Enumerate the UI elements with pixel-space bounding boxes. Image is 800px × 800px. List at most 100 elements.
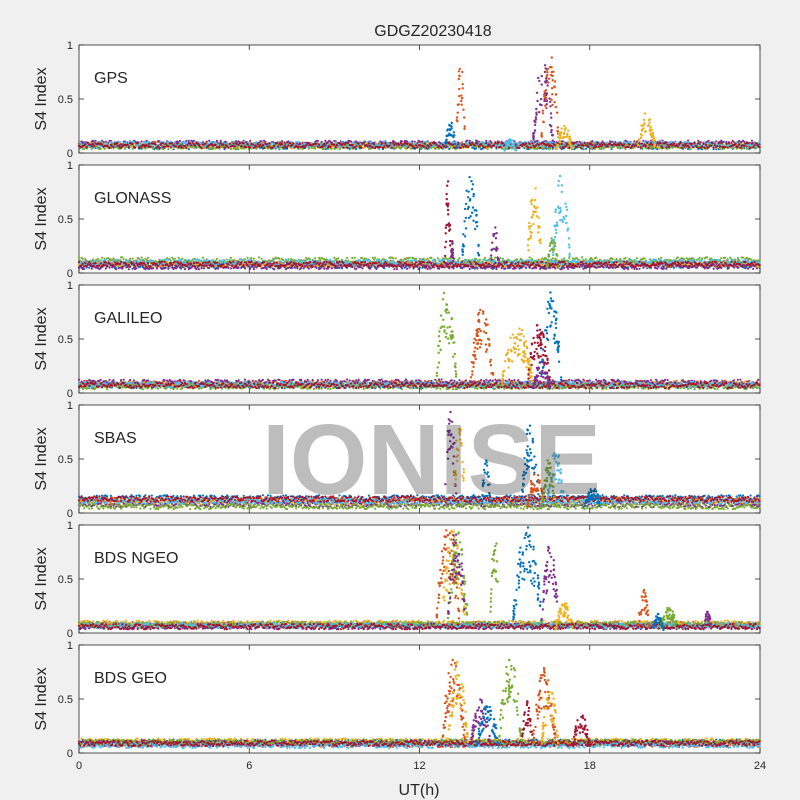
data-point — [249, 146, 252, 149]
data-point — [758, 140, 761, 143]
data-point — [259, 143, 262, 146]
data-point — [690, 142, 694, 146]
data-point — [665, 146, 668, 149]
data-point — [541, 109, 544, 112]
data-point — [725, 142, 728, 145]
data-point — [501, 147, 504, 150]
data-point — [527, 146, 530, 149]
data-point — [409, 141, 413, 144]
data-point — [547, 81, 550, 84]
data-point — [185, 139, 188, 142]
data-point — [687, 144, 690, 147]
data-point — [750, 142, 754, 145]
data-point — [623, 143, 626, 146]
data-point — [404, 147, 407, 150]
data-point — [97, 144, 100, 148]
data-point — [518, 146, 521, 149]
data-point — [355, 147, 358, 151]
data-point — [755, 142, 759, 146]
data-point — [554, 93, 558, 96]
scatter-points — [77, 56, 761, 152]
data-point — [251, 143, 254, 146]
data-point — [509, 141, 512, 144]
data-point — [604, 143, 607, 146]
data-point — [649, 142, 653, 145]
data-point — [569, 143, 572, 146]
data-point — [475, 147, 478, 150]
data-point — [362, 141, 365, 144]
data-point — [556, 143, 559, 146]
data-point — [550, 131, 553, 134]
data-point — [606, 145, 609, 148]
data-point — [315, 142, 318, 145]
data-point — [569, 140, 572, 143]
data-point — [454, 146, 458, 149]
data-point — [653, 137, 656, 141]
data-point — [684, 140, 687, 143]
data-point — [226, 141, 229, 144]
data-point — [171, 141, 174, 145]
data-point — [379, 145, 382, 149]
data-point — [496, 142, 499, 145]
data-point — [255, 145, 258, 148]
data-point — [452, 143, 455, 146]
data-point — [277, 145, 280, 148]
data-point — [642, 118, 646, 122]
data-point — [550, 56, 553, 59]
data-point — [554, 105, 557, 109]
data-point — [123, 147, 127, 150]
data-point — [162, 147, 165, 151]
data-point — [558, 133, 561, 137]
data-point — [532, 134, 535, 137]
data-point — [449, 146, 452, 149]
data-point — [209, 148, 212, 151]
data-point — [513, 144, 516, 148]
data-point — [739, 146, 742, 149]
data-point — [455, 116, 459, 119]
data-point — [542, 120, 545, 124]
data-point — [644, 144, 648, 147]
data-point — [559, 131, 563, 135]
data-point — [263, 146, 266, 150]
data-point — [461, 87, 464, 90]
data-point — [583, 141, 586, 144]
data-point — [584, 147, 588, 150]
data-point — [556, 111, 559, 114]
data-point — [448, 147, 451, 151]
data-point — [283, 141, 286, 144]
data-point — [333, 143, 336, 147]
data-point — [186, 143, 189, 147]
data-point — [441, 143, 444, 147]
data-point — [91, 143, 95, 146]
data-point — [702, 142, 705, 145]
data-point — [307, 147, 310, 150]
data-point — [324, 139, 327, 142]
data-point — [463, 127, 466, 130]
data-point — [127, 146, 130, 149]
data-point — [681, 141, 685, 144]
data-point — [553, 101, 556, 104]
data-point — [651, 133, 654, 137]
data-point — [203, 145, 206, 148]
data-point — [480, 143, 483, 146]
data-point — [378, 141, 381, 144]
data-point — [695, 146, 699, 149]
data-point — [716, 145, 719, 148]
data-point — [245, 146, 248, 149]
data-point — [173, 141, 176, 144]
data-point — [157, 145, 160, 148]
data-point — [575, 140, 579, 143]
data-point — [233, 145, 236, 148]
data-point — [460, 97, 464, 100]
data-point — [427, 145, 430, 148]
data-point — [713, 144, 717, 147]
data-point — [558, 136, 561, 139]
data-point — [340, 140, 344, 143]
data-point — [227, 146, 230, 149]
data-point — [450, 127, 453, 130]
data-point — [257, 145, 261, 148]
data-point — [370, 141, 373, 144]
data-point — [625, 141, 628, 144]
data-point — [256, 143, 259, 146]
data-point — [646, 141, 649, 144]
